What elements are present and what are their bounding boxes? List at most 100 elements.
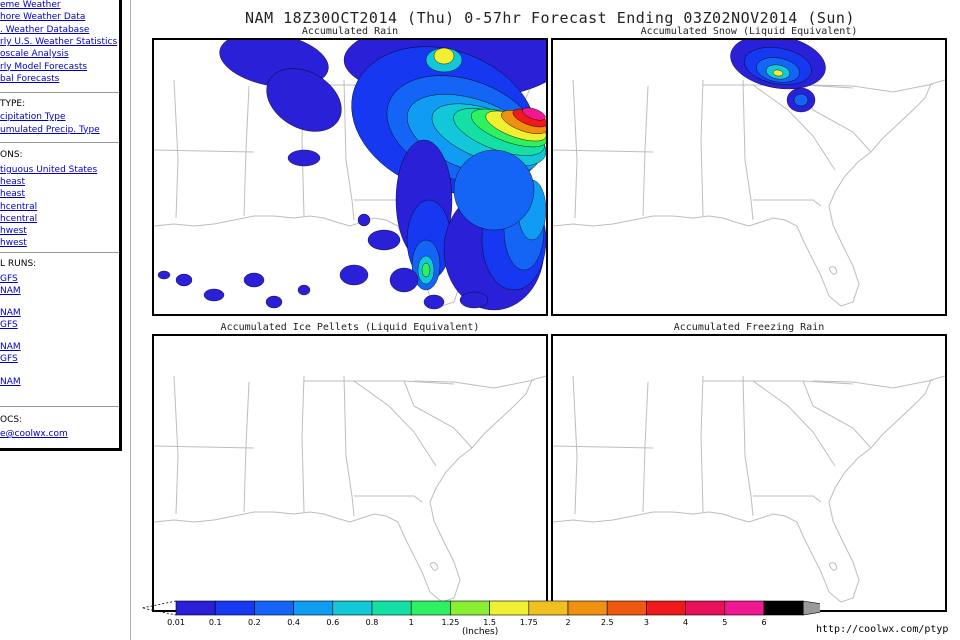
colorbar-swatch	[332, 600, 373, 616]
sidebar-link[interactable]: eme Weather	[0, 0, 61, 10]
precip-cell	[243, 272, 265, 288]
colorbar-tick-label: 1.75	[519, 618, 538, 627]
sidebar-divider	[0, 406, 119, 407]
sidebar-link-region[interactable]: hwest	[0, 226, 27, 236]
colorbar-swatch	[528, 600, 569, 616]
state-border	[700, 375, 704, 513]
state-border	[553, 149, 654, 153]
state-border	[403, 380, 473, 449]
colorbar-tick-label: 0.6	[326, 618, 340, 627]
colorbar-tick-label: 1.5	[483, 618, 496, 627]
sidebar-link[interactable]: hore Weather Data	[0, 12, 86, 23]
sidebar-link-run[interactable]: NAM	[0, 342, 21, 352]
rain-precip-field	[157, 40, 546, 311]
sidebar-heading-regions: ONS:	[0, 150, 23, 160]
precip-contour	[266, 68, 342, 132]
sidebar-heading-type: TYPE:	[0, 99, 26, 109]
colorbar-swatch	[763, 600, 804, 616]
coastline	[553, 375, 945, 603]
page-title: NAM 18Z30OCT2014 (Thu) 0-57hr Forecast E…	[245, 9, 855, 27]
sidebar-link[interactable]: bal Forecasts	[0, 73, 60, 84]
sidebar-link-type[interactable]: umulated Precip. Type	[0, 124, 100, 135]
state-border	[243, 381, 250, 513]
state-border	[802, 380, 872, 449]
precip-cell	[297, 284, 311, 296]
state-border	[354, 495, 423, 503]
precip-cell	[357, 213, 371, 227]
sidebar-link[interactable]: . Weather Database	[0, 24, 90, 35]
colorbar-swatch	[724, 600, 765, 616]
sidebar-link-region[interactable]: heast	[0, 177, 25, 188]
precip-contour	[453, 149, 535, 231]
map-panel-ice-pellets	[152, 334, 548, 612]
sidebar-link-region[interactable]: heast	[0, 189, 25, 200]
state-border	[742, 375, 754, 517]
sidebar-link[interactable]: rly U.S. Weather Statistics	[0, 36, 118, 47]
state-border	[812, 379, 934, 389]
sidebar-link-docs[interactable]: e@coolwx.com	[0, 429, 68, 439]
lake-okeechobee	[429, 562, 439, 571]
precip-contour	[772, 69, 784, 77]
state-border	[173, 79, 179, 219]
colorbar-tick-label: 1	[408, 618, 414, 627]
state-border	[343, 79, 355, 221]
colorbar-swatch	[450, 600, 490, 616]
freezing-rain-basemap	[553, 375, 945, 603]
state-border	[173, 375, 179, 515]
state-border	[154, 445, 255, 449]
sidebar-link-run[interactable]: GFS	[0, 354, 18, 364]
colorbar-swatch	[175, 600, 216, 616]
precip-cell	[203, 288, 225, 302]
sidebar-link-region[interactable]: hcentral	[0, 201, 38, 212]
precip-cell	[265, 295, 283, 309]
colorbar-swatch	[293, 600, 334, 616]
sidebar-link-run[interactable]: NAM	[0, 308, 21, 318]
sidebar-link-run[interactable]: GFS	[0, 274, 18, 284]
precip-cell	[367, 229, 401, 251]
sidebar-link-region[interactable]: hwest	[0, 238, 27, 249]
state-border	[642, 85, 649, 217]
panel-title-ice-pellets: Accumulated Ice Pellets (Liquid Equivale…	[220, 322, 480, 333]
precip-cell	[287, 149, 321, 167]
state-border	[812, 83, 934, 93]
sidebar-link-run[interactable]: NAM	[0, 286, 21, 296]
sidebar-link[interactable]: rly Model Forecasts	[0, 61, 88, 72]
colorbar-tick-label: 5	[722, 618, 728, 627]
snow-precip-field	[730, 40, 826, 113]
colorbar-tick-label: 6	[761, 618, 767, 627]
precip-cell	[459, 291, 489, 309]
sidebar-link-region[interactable]: hcentral	[0, 213, 38, 224]
sidebar-link[interactable]: oscale Analysis	[0, 49, 69, 60]
colorbar-swatch	[567, 600, 608, 616]
snow-basemap	[553, 79, 945, 307]
sidebar-link-region[interactable]: tiguous United States	[0, 165, 98, 175]
sidebar-link-run[interactable]: GFS	[0, 320, 18, 330]
state-border	[700, 79, 704, 217]
colorbar-tick-label: 1.25	[441, 618, 460, 627]
map-panel-freezing-rain	[551, 334, 947, 612]
content-frame	[130, 0, 960, 640]
colorbar-swatch	[489, 600, 530, 616]
coastline	[553, 79, 945, 307]
lake-okeechobee	[828, 266, 838, 275]
ice-pellets-basemap	[154, 375, 546, 603]
colorbar-tick-label: 0.8	[365, 618, 379, 627]
sidebar-link-type[interactable]: cipitation Type	[0, 112, 66, 122]
precip-cell	[175, 273, 193, 287]
colorbar-tick-label: 0.4	[287, 618, 300, 627]
colorbar-tick-label: 0.1	[208, 618, 222, 627]
sidebar-divider	[0, 252, 119, 253]
state-border	[742, 79, 754, 221]
state-border	[553, 445, 654, 449]
panel-title-snow: Accumulated Snow (Liquid Equivalent)	[640, 26, 858, 37]
sidebar-link-run[interactable]: NAM	[0, 377, 21, 387]
site-url: http://coolwx.com/ptyp	[816, 624, 949, 635]
state-border	[752, 380, 836, 467]
sidebar-divider	[0, 142, 119, 143]
colorbar-right-arrow	[802, 600, 820, 616]
colorbar-tick-label: 4	[683, 618, 689, 627]
colorbar-swatch	[606, 600, 647, 616]
state-border	[243, 85, 250, 217]
precip-cell	[339, 264, 369, 286]
state-border	[154, 149, 255, 153]
